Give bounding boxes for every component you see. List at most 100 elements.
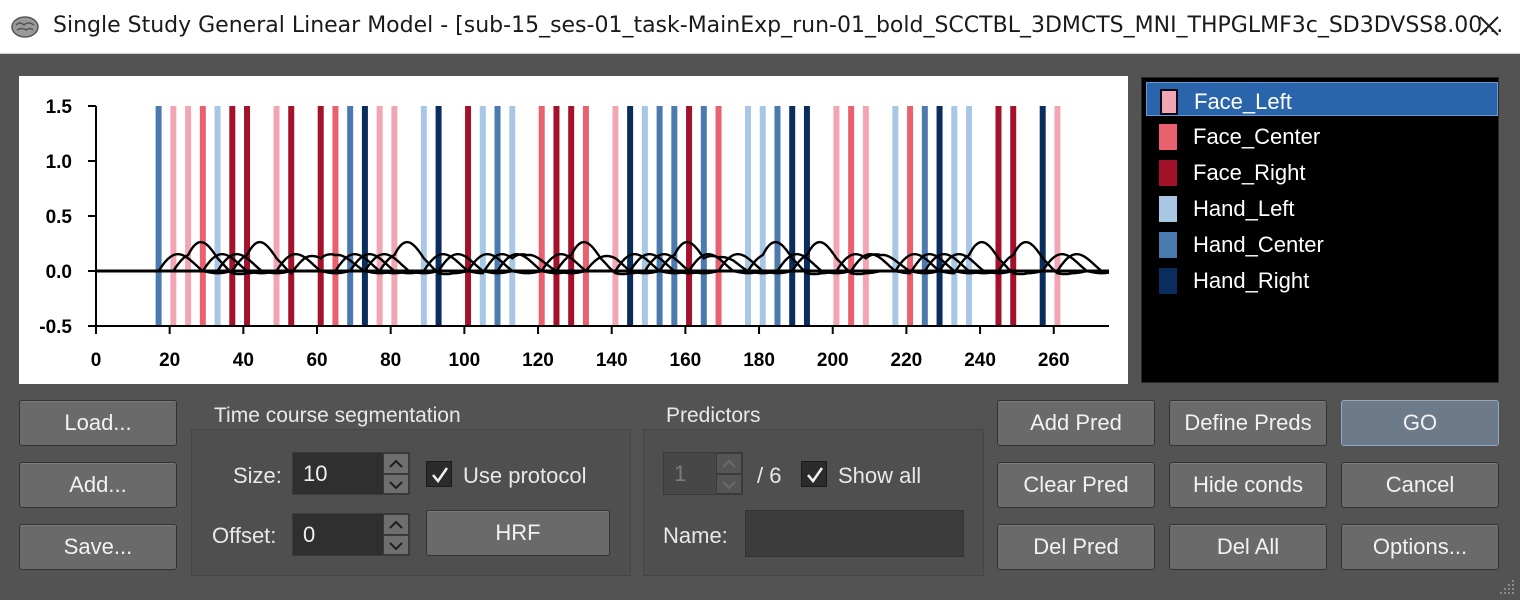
del-all-button[interactable]: Del All <box>1169 524 1327 570</box>
y-tick-label: 1.5 <box>46 97 73 118</box>
condition-bar <box>538 106 545 326</box>
condition-bar <box>951 106 958 326</box>
chevron-up-icon <box>722 459 736 468</box>
chevron-up-icon <box>389 520 403 529</box>
condition-bar <box>170 106 177 326</box>
condition-bar <box>641 106 648 326</box>
clear-pred-button[interactable]: Clear Pred <box>997 462 1155 508</box>
condition-bar <box>361 106 368 326</box>
offset-value: 0 <box>303 522 316 547</box>
checkmark-icon <box>432 467 449 484</box>
x-tick-label: 240 <box>964 350 996 371</box>
name-label: Name: <box>663 523 728 548</box>
condition-bar <box>155 106 162 326</box>
resize-grip-icon[interactable] <box>1496 576 1518 598</box>
del-pred-button[interactable]: Del Pred <box>997 524 1155 570</box>
predictor-label: Hand_Left <box>1193 196 1295 221</box>
add-button[interactable]: Add... <box>19 462 177 508</box>
y-tick-label: 0.5 <box>46 207 73 228</box>
condition-bar <box>936 106 943 326</box>
size-down-button[interactable] <box>383 473 409 494</box>
x-tick-label: 60 <box>306 350 327 371</box>
predictor-color-swatch <box>1159 232 1177 258</box>
x-tick-label: 20 <box>159 350 180 371</box>
condition-bar <box>848 106 855 326</box>
save-button[interactable]: Save... <box>19 524 177 570</box>
options-button[interactable]: Options... <box>1341 524 1499 570</box>
predictor-total-label: / 6 <box>757 463 782 488</box>
y-tick-label: -0.5 <box>39 317 72 338</box>
condition-bar <box>273 106 280 326</box>
chevron-down-icon <box>722 480 736 489</box>
condition-bar <box>774 106 781 326</box>
condition-bar <box>435 106 442 326</box>
hrf-button[interactable]: HRF <box>426 510 610 556</box>
condition-bar <box>244 106 251 326</box>
cancel-button[interactable]: Cancel <box>1341 462 1499 508</box>
hide-conds-button[interactable]: Hide conds <box>1169 462 1327 508</box>
close-icon[interactable] <box>1472 10 1506 44</box>
condition-bar <box>921 106 928 326</box>
condition-bar <box>627 106 634 326</box>
add-pred-button[interactable]: Add Pred <box>997 400 1155 446</box>
load-button[interactable]: Load... <box>19 400 177 446</box>
condition-bar <box>1039 106 1046 326</box>
offset-spinbox[interactable]: 0 <box>292 513 410 556</box>
predictor-label: Face_Right <box>1193 160 1306 185</box>
predictor-color-swatch <box>1159 196 1177 222</box>
predictor-item-face-right[interactable]: Face_Right <box>1146 154 1498 188</box>
condition-bar <box>715 106 722 326</box>
predictor-name-input[interactable] <box>745 510 964 557</box>
condition-bar <box>966 106 973 326</box>
offset-up-button[interactable] <box>383 514 409 535</box>
show-all-checkbox[interactable] <box>801 461 827 487</box>
go-button[interactable]: GO <box>1341 400 1499 446</box>
predictor-up-button[interactable] <box>716 453 742 474</box>
condition-bar <box>376 106 383 326</box>
condition-bar <box>479 106 486 326</box>
predictor-label: Hand_Right <box>1193 268 1310 293</box>
condition-bar <box>391 106 398 326</box>
predictor-list[interactable]: Face_Left Face_Center Face_Right Hand_Left H… <box>1141 77 1499 383</box>
use-protocol-label: Use protocol <box>463 463 587 488</box>
predictor-color-swatch <box>1159 124 1177 150</box>
size-spinbox[interactable]: 10 <box>292 452 410 495</box>
checkmark-icon <box>807 467 824 484</box>
x-tick-label: 100 <box>449 350 481 371</box>
condition-bar <box>995 106 1002 326</box>
predictor-item-hand-center[interactable]: Hand_Center <box>1146 226 1498 260</box>
x-tick-label: 180 <box>743 350 775 371</box>
predictor-item-face-left[interactable]: Face_Left <box>1146 82 1498 116</box>
size-up-button[interactable] <box>383 453 409 474</box>
condition-bar <box>420 106 427 326</box>
condition-bar <box>229 106 236 326</box>
predictor-item-hand-left[interactable]: Hand_Left <box>1146 190 1498 224</box>
predictor-down-button[interactable] <box>716 473 742 494</box>
condition-bar <box>494 106 501 326</box>
x-tick-label: 80 <box>380 350 401 371</box>
define-preds-button[interactable]: Define Preds <box>1169 400 1327 446</box>
condition-bar <box>671 106 678 326</box>
condition-bar <box>199 106 206 326</box>
predictor-item-hand-right[interactable]: Hand_Right <box>1146 262 1498 296</box>
condition-bar <box>789 106 796 326</box>
predictor-color-swatch <box>1159 268 1177 294</box>
x-tick-label: 0 <box>91 350 102 371</box>
condition-bar <box>745 106 752 326</box>
condition-bar <box>862 106 869 326</box>
condition-bar <box>332 106 339 326</box>
brain-icon <box>11 16 39 38</box>
size-value: 10 <box>303 461 328 486</box>
predictor-color-swatch <box>1159 160 1177 186</box>
condition-bar <box>1010 106 1017 326</box>
condition-bar <box>833 106 840 326</box>
condition-bar <box>582 106 589 326</box>
window-title: Single Study General Linear Model - [sub… <box>53 13 1504 38</box>
predictor-item-face-center[interactable]: Face_Center <box>1146 118 1498 152</box>
condition-bar <box>553 106 560 326</box>
predictor-index-spinbox[interactable]: 1 <box>663 452 743 495</box>
use-protocol-checkbox[interactable] <box>426 461 452 487</box>
condition-bar <box>612 106 619 326</box>
offset-down-button[interactable] <box>383 534 409 555</box>
